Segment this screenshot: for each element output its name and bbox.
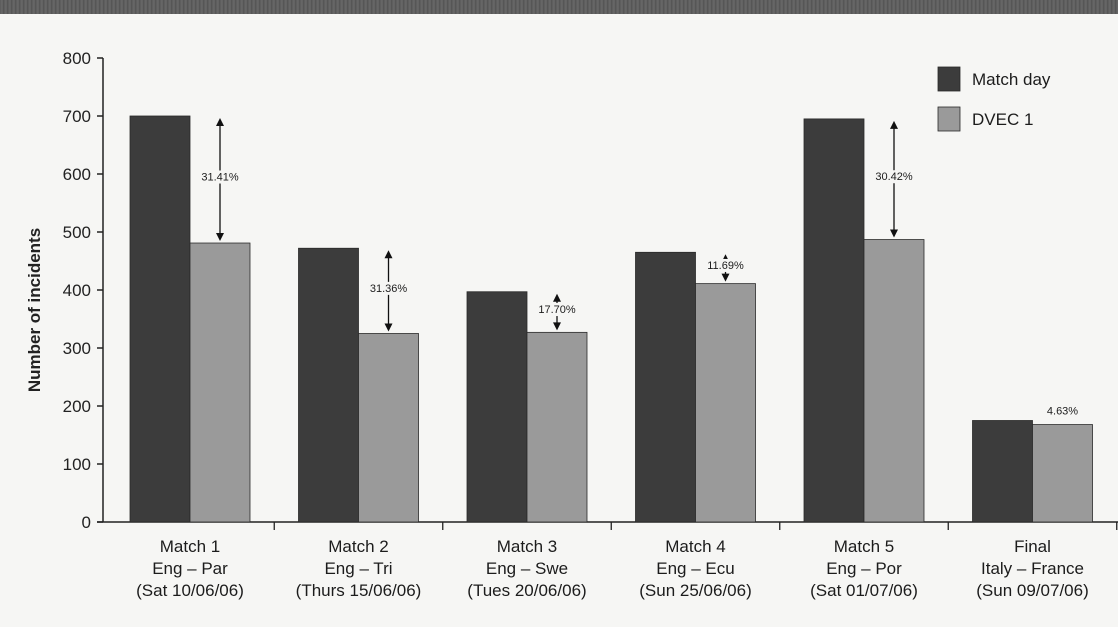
category-label-line: Match 5 (834, 537, 894, 556)
bar-dvec-1 (358, 333, 419, 523)
category-label-line: Eng – Por (826, 559, 902, 578)
legend-label-dvec-1: DVEC 1 (972, 110, 1033, 129)
y-tick-label: 400 (63, 281, 91, 300)
category-label-line: Eng – Par (152, 559, 228, 578)
category-label-line: (Thurs 15/06/06) (296, 581, 422, 600)
bar-match-day (803, 118, 865, 523)
y-tick-label: 300 (63, 339, 91, 358)
category-label-line: Italy – France (981, 559, 1084, 578)
category-label-line: Final (1014, 537, 1051, 556)
y-tick-label: 0 (82, 513, 91, 532)
y-tick-label: 700 (63, 107, 91, 126)
legend-swatch-match-day (937, 66, 961, 92)
arrow-head-down (216, 233, 224, 242)
category-label-line: Eng – Swe (486, 559, 568, 578)
bar-dvec-1 (526, 331, 588, 523)
annotation-bg (198, 170, 242, 184)
y-tick-label: 100 (63, 455, 91, 474)
arrow-head-up (890, 120, 898, 129)
arrow-head-down (553, 322, 561, 331)
category-label-line: Match 2 (328, 537, 388, 556)
category-label-line: (Sat 01/07/06) (810, 581, 918, 600)
annotation-bg (535, 303, 579, 317)
annotation-bg (704, 258, 747, 272)
y-tick-label: 600 (63, 165, 91, 184)
annotation-bg (367, 281, 410, 295)
arrow-head-down (890, 229, 898, 238)
category-label-line: (Sun 09/07/06) (976, 581, 1088, 600)
difference-label: 31.41% (201, 172, 239, 184)
category-label-line: Eng – Ecu (656, 559, 734, 578)
bar-match-day (466, 291, 528, 523)
bar-match-day (972, 420, 1033, 523)
difference-label: 30.42% (875, 171, 913, 183)
y-tick-label: 500 (63, 223, 91, 242)
difference-label: 11.69% (707, 260, 744, 272)
y-tick-label: 800 (63, 49, 91, 68)
difference-label: 4.63% (1047, 406, 1078, 418)
difference-label: 17.70% (538, 304, 576, 316)
annotation-bg (872, 170, 916, 184)
arrow-head-down (721, 273, 730, 282)
y-axis-label: Number of incidents (25, 228, 44, 392)
bar-dvec-1 (1032, 424, 1093, 523)
bar-match-day (298, 247, 359, 523)
bar-dvec-1 (189, 242, 251, 523)
header-band (0, 0, 1118, 14)
category-label-line: Match 1 (160, 537, 220, 556)
arrow-head-up (216, 118, 224, 126)
bar-dvec-1 (695, 283, 756, 523)
arrow-head-down (384, 323, 393, 332)
category-label-line: Match 3 (497, 537, 557, 556)
arrow-head-up (384, 250, 393, 259)
arrow-head-up (553, 293, 561, 302)
legend-swatch-dvec-1 (937, 106, 961, 132)
category-label-line: (Sat 10/06/06) (136, 581, 244, 600)
category-label-line: (Sun 25/06/06) (639, 581, 751, 600)
bar-dvec-1 (863, 239, 925, 523)
bar-match-day (635, 251, 696, 523)
legend-label-match-day: Match day (972, 70, 1051, 89)
difference-label: 31.36% (370, 283, 408, 295)
y-tick-label: 200 (63, 397, 91, 416)
bar-match-day (129, 115, 191, 523)
category-label-line: Eng – Tri (324, 559, 392, 578)
category-label-line: (Tues 20/06/06) (467, 581, 586, 600)
category-label-line: Match 4 (665, 537, 725, 556)
